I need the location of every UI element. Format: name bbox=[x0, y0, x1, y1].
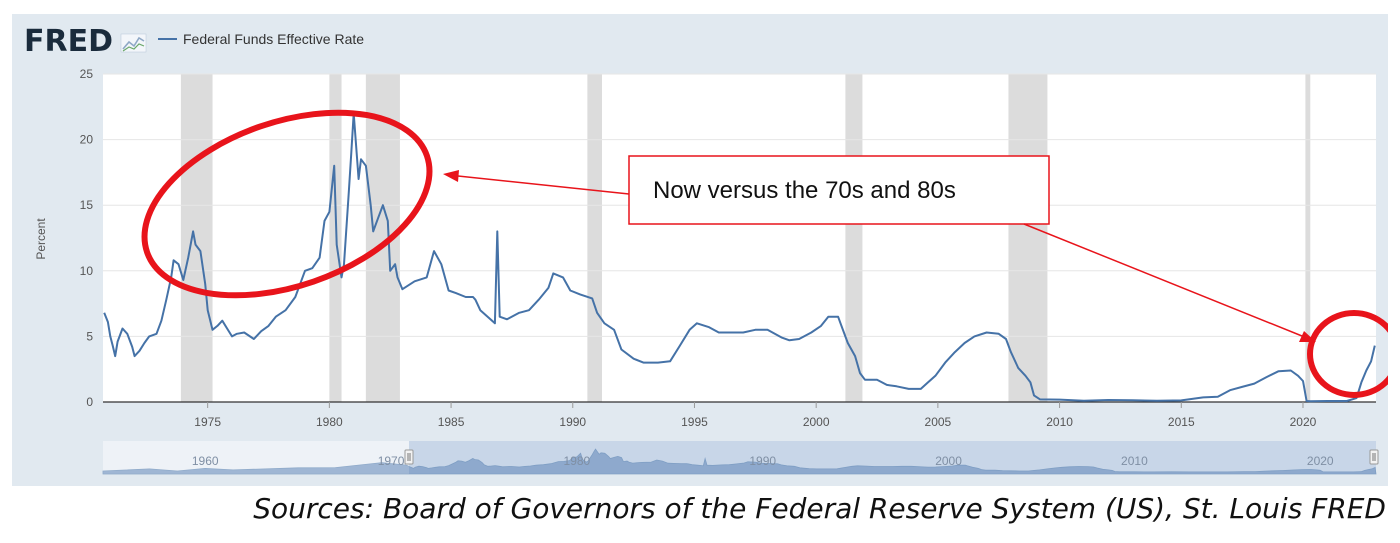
navigator[interactable]: 1960 1970 1980 1990 2000 2010 2020 bbox=[102, 441, 1379, 475]
navigator-label-2010: 2010 bbox=[1121, 454, 1148, 468]
y-tick-label-25: 25 bbox=[80, 67, 94, 81]
navigator-left-handle[interactable] bbox=[404, 449, 414, 465]
navigator-label-1990: 1990 bbox=[749, 454, 776, 468]
recession-band-0 bbox=[180, 74, 213, 402]
navigator-label-1970: 1970 bbox=[378, 454, 405, 468]
callout-arrow-line-left bbox=[457, 175, 630, 195]
series-line-fed-funds[interactable] bbox=[103, 112, 1376, 403]
y-tick-label-10: 10 bbox=[80, 264, 94, 278]
annotation-overlay: Now versus the 70s and 80s bbox=[141, 109, 1388, 398]
fred-logo-chart-icon bbox=[120, 33, 147, 53]
fred-chart: FRED Federal Funds Effective Rate 0 5 10 15… bbox=[24, 24, 1388, 475]
navigator-label-1960: 1960 bbox=[192, 454, 219, 468]
plot-area bbox=[103, 74, 1376, 402]
callout-text: Now versus the 70s and 80s bbox=[653, 177, 956, 204]
y-tick-label-15: 15 bbox=[80, 198, 94, 212]
x-tick-label-2010: 2010 bbox=[1046, 415, 1073, 429]
callout-box bbox=[628, 155, 1050, 225]
x-tick-label-1980: 1980 bbox=[316, 415, 343, 429]
sources-caption: Sources: Board of Governors of the Feder… bbox=[253, 492, 1386, 525]
recession-band-5 bbox=[1008, 74, 1048, 402]
y-tick-label-20: 20 bbox=[80, 133, 94, 147]
x-tick-label-2005: 2005 bbox=[925, 415, 952, 429]
y-axis-ticks: 0 5 10 15 20 25 bbox=[80, 67, 94, 409]
y-tick-label-5: 5 bbox=[86, 329, 93, 343]
highlight-circle-now bbox=[1307, 310, 1388, 398]
navigator-label-1980: 1980 bbox=[564, 454, 591, 468]
navigator-labels: 1960 1970 1980 1990 2000 2010 2020 bbox=[192, 454, 1334, 468]
x-tick-label-1975: 1975 bbox=[194, 415, 221, 429]
fred-logo[interactable]: FRED bbox=[24, 24, 113, 59]
callout-arrowhead-right bbox=[1299, 331, 1316, 342]
navigator-right-handle[interactable] bbox=[1369, 449, 1379, 465]
x-tick-label-1985: 1985 bbox=[438, 415, 465, 429]
x-tick-label-2000: 2000 bbox=[803, 415, 830, 429]
navigator-area bbox=[102, 448, 1377, 475]
highlight-ellipse-70s-80s bbox=[141, 109, 433, 299]
x-tick-label-1995: 1995 bbox=[681, 415, 708, 429]
recession-band-6 bbox=[1305, 74, 1311, 402]
recession-band-1 bbox=[329, 74, 342, 402]
callout-arrowhead-left bbox=[443, 170, 459, 182]
chart-panel: FRED Federal Funds Effective Rate 0 5 10 15… bbox=[12, 14, 1388, 486]
legend-label[interactable]: Federal Funds Effective Rate bbox=[183, 31, 364, 47]
x-tick-label-2015: 2015 bbox=[1168, 415, 1195, 429]
navigator-label-2000: 2000 bbox=[935, 454, 962, 468]
y-tick-label-0: 0 bbox=[86, 395, 93, 409]
recession-band-3 bbox=[587, 74, 602, 402]
x-axis-ticks: 1975 1980 1985 1990 1995 2000 2005 2010 2015 2020 bbox=[194, 402, 1317, 429]
x-tick-label-1990: 1990 bbox=[559, 415, 586, 429]
callout-arrow-line-right bbox=[1023, 223, 1303, 337]
y-axis-title: Percent bbox=[34, 218, 48, 260]
navigator-label-2020: 2020 bbox=[1307, 454, 1334, 468]
x-tick-label-2020: 2020 bbox=[1290, 415, 1317, 429]
